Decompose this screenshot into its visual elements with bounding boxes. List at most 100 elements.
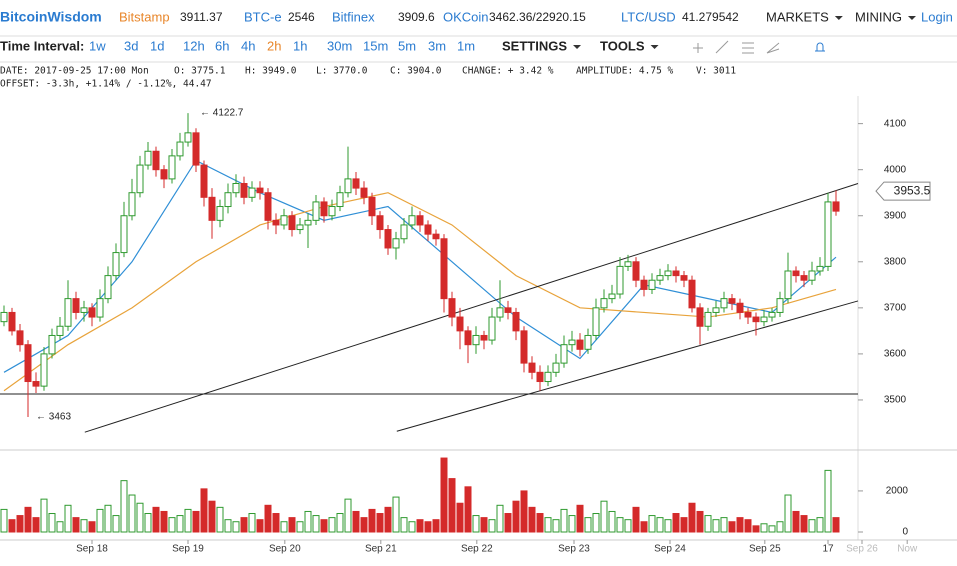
volume-bar bbox=[480, 517, 488, 533]
candle-body bbox=[72, 298, 80, 313]
ticker-name[interactable]: OKCoin bbox=[443, 9, 489, 24]
candle-body bbox=[624, 261, 632, 267]
toolbar-menu[interactable]: SETTINGS bbox=[502, 38, 567, 53]
candle-body bbox=[112, 252, 120, 277]
candle-body bbox=[448, 298, 456, 318]
interval-label: Time Interval: bbox=[0, 38, 84, 53]
candle-body bbox=[376, 215, 384, 231]
candle-body bbox=[592, 307, 600, 336]
volume-bar bbox=[632, 506, 640, 533]
volume-bar bbox=[560, 508, 568, 533]
volume-bar bbox=[768, 525, 776, 533]
interval[interactable]: 3m bbox=[428, 38, 446, 53]
candle-body bbox=[64, 298, 72, 327]
volume-bar bbox=[584, 517, 592, 533]
y-tick-label: 3800 bbox=[884, 256, 907, 267]
interval[interactable]: 1d bbox=[150, 38, 164, 53]
candle-body bbox=[488, 316, 496, 341]
candle-body bbox=[288, 215, 296, 231]
candle-body bbox=[784, 270, 792, 300]
interval[interactable]: 2h bbox=[267, 38, 281, 53]
interval[interactable]: 3d bbox=[124, 38, 138, 53]
info-field: DATE: 2017-09-25 17:00 Mon bbox=[0, 66, 149, 77]
volume-bar bbox=[280, 521, 288, 533]
x-tick-label: Sep 20 bbox=[269, 544, 301, 555]
volume-bar bbox=[648, 515, 656, 533]
tool-alert[interactable] bbox=[815, 42, 825, 52]
tool-cross[interactable] bbox=[693, 43, 703, 53]
candle-body bbox=[0, 311, 8, 323]
volume-bar bbox=[128, 494, 136, 533]
volume-bar bbox=[224, 519, 232, 533]
volume-bar bbox=[16, 515, 24, 533]
volume-bar bbox=[88, 521, 96, 533]
volume-bar bbox=[208, 500, 216, 533]
volume-bar bbox=[592, 513, 600, 533]
candle-body bbox=[712, 307, 720, 313]
candle-body bbox=[416, 215, 424, 226]
candle-body bbox=[208, 196, 216, 221]
volume-bar bbox=[816, 517, 824, 533]
volume-bar bbox=[32, 517, 40, 533]
volume-bar bbox=[232, 521, 240, 533]
candle-body bbox=[400, 224, 408, 240]
menu[interactable]: MARKETS bbox=[766, 9, 829, 24]
menu[interactable]: MINING bbox=[855, 9, 902, 24]
moving-average bbox=[3, 159, 837, 373]
volume-bar bbox=[104, 504, 112, 533]
login[interactable]: Login bbox=[921, 9, 953, 24]
ticker-name[interactable]: LTC/USD bbox=[621, 9, 676, 24]
interval[interactable]: 5m bbox=[398, 38, 416, 53]
volume-bar bbox=[384, 506, 392, 533]
candle-body bbox=[728, 298, 736, 304]
candle-body bbox=[672, 270, 680, 277]
interval[interactable]: 4h bbox=[241, 38, 255, 53]
interval[interactable]: 1w bbox=[89, 38, 106, 53]
volume-bar bbox=[8, 519, 16, 533]
brand[interactable]: BitcoinWisdom bbox=[0, 9, 102, 25]
volume-bar bbox=[320, 519, 328, 533]
volume-bar bbox=[608, 510, 616, 533]
interval[interactable]: 15m bbox=[363, 38, 388, 53]
ticker-name[interactable]: BTC-e bbox=[244, 9, 282, 24]
interval[interactable]: 1h bbox=[293, 38, 307, 53]
volume-bar bbox=[360, 517, 368, 533]
candle-body bbox=[560, 344, 568, 364]
volume-bar bbox=[152, 506, 160, 533]
y-tick-label: 3700 bbox=[884, 302, 907, 313]
candle-body bbox=[136, 164, 144, 194]
volume-bar bbox=[368, 508, 376, 533]
volume-bar bbox=[408, 521, 416, 533]
tool-line[interactable] bbox=[715, 40, 729, 54]
candle-body bbox=[608, 293, 616, 300]
candle-body bbox=[48, 334, 56, 355]
volume-bar bbox=[720, 517, 728, 533]
candle-body bbox=[480, 334, 488, 341]
volume-bar bbox=[304, 510, 312, 533]
ticker-name[interactable]: Bitfinex bbox=[332, 9, 375, 24]
ticker-price: 3909.6 bbox=[398, 10, 435, 24]
candle-body bbox=[272, 219, 280, 226]
candle-body bbox=[496, 307, 504, 318]
candle-body bbox=[336, 192, 344, 208]
candle-body bbox=[280, 215, 288, 226]
tool-fan[interactable] bbox=[766, 42, 780, 54]
candle-body bbox=[232, 183, 240, 194]
ticker-name[interactable]: Bitstamp bbox=[119, 9, 170, 24]
trend-line bbox=[84, 183, 859, 433]
candle-body bbox=[520, 330, 528, 364]
interval[interactable]: 1m bbox=[457, 38, 475, 53]
volume-bar bbox=[192, 510, 200, 533]
price-tag bbox=[875, 181, 931, 201]
tool-hlines[interactable] bbox=[742, 42, 754, 54]
info-field: H: 3949.0 bbox=[245, 66, 297, 77]
interval[interactable]: 30m bbox=[327, 38, 352, 53]
toolbar-menu[interactable]: TOOLS bbox=[600, 38, 645, 53]
volume-bar bbox=[256, 519, 264, 533]
volume-bar bbox=[808, 519, 816, 533]
volume-bar bbox=[184, 508, 192, 533]
interval[interactable]: 6h bbox=[215, 38, 229, 53]
interval[interactable]: 12h bbox=[183, 38, 205, 53]
volume-bar bbox=[448, 478, 456, 533]
volume-bar bbox=[144, 513, 152, 533]
